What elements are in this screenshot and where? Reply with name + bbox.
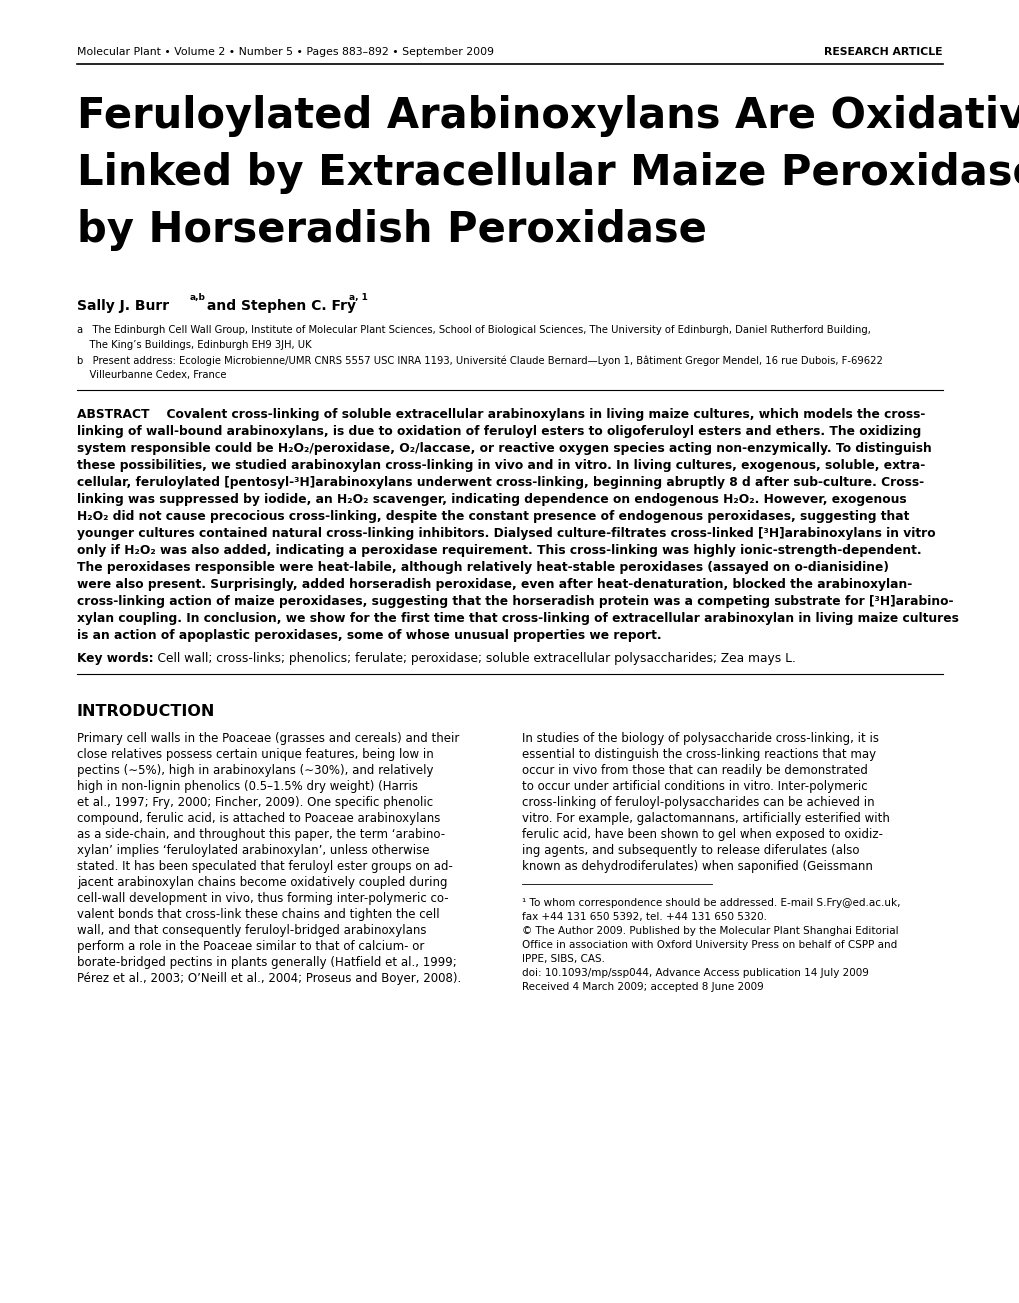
Text: a   The Edinburgh Cell Wall Group, Institute of Molecular Plant Sciences, School: a The Edinburgh Cell Wall Group, Institu… — [76, 324, 870, 335]
Text: jacent arabinoxylan chains become oxidatively coupled during: jacent arabinoxylan chains become oxidat… — [76, 876, 447, 889]
Text: cellular, feruloylated [pentosyl-³H]arabinoxylans underwent cross-linking, begin: cellular, feruloylated [pentosyl-³H]arab… — [76, 476, 923, 489]
Text: borate-bridged pectins in plants generally (Hatfield et al., 1999;: borate-bridged pectins in plants general… — [76, 956, 457, 969]
Text: Key words:: Key words: — [76, 652, 154, 665]
Text: IPPE, SIBS, CAS.: IPPE, SIBS, CAS. — [522, 954, 604, 964]
Text: stated. It has been speculated that feruloyl ester groups on ad-: stated. It has been speculated that feru… — [76, 860, 452, 873]
Text: close relatives possess certain unique features, being low in: close relatives possess certain unique f… — [76, 748, 433, 761]
Text: known as dehydrodiferulates) when saponified (Geissmann: known as dehydrodiferulates) when saponi… — [522, 860, 872, 873]
Text: INTRODUCTION: INTRODUCTION — [76, 704, 215, 719]
Text: is an action of apoplastic peroxidases, some of whose unusual properties we repo: is an action of apoplastic peroxidases, … — [76, 629, 661, 642]
Text: Feruloylated Arabinoxylans Are Oxidatively Cross-: Feruloylated Arabinoxylans Are Oxidative… — [76, 95, 1019, 137]
Text: fax +44 131 650 5392, tel. +44 131 650 5320.: fax +44 131 650 5392, tel. +44 131 650 5… — [522, 912, 766, 923]
Text: Office in association with Oxford University Press on behalf of CSPP and: Office in association with Oxford Univer… — [522, 939, 897, 950]
Text: ing agents, and subsequently to release diferulates (also: ing agents, and subsequently to release … — [522, 844, 859, 857]
Text: occur in vivo from those that can readily be demonstrated: occur in vivo from those that can readil… — [522, 764, 867, 777]
Text: H₂O₂ did not cause precocious cross-linking, despite the constant presence of en: H₂O₂ did not cause precocious cross-link… — [76, 509, 909, 523]
Text: valent bonds that cross-link these chains and tighten the cell: valent bonds that cross-link these chain… — [76, 908, 439, 921]
Text: ¹ To whom correspondence should be addressed. E-mail S.Fry@ed.ac.uk,: ¹ To whom correspondence should be addre… — [522, 898, 900, 908]
Text: Villeurbanne Cedex, France: Villeurbanne Cedex, France — [76, 370, 226, 380]
Text: et al., 1997; Fry, 2000; Fincher, 2009). One specific phenolic: et al., 1997; Fry, 2000; Fincher, 2009).… — [76, 796, 433, 809]
Text: cross-linking action of maize peroxidases, suggesting that the horseradish prote: cross-linking action of maize peroxidase… — [76, 595, 953, 609]
Text: © The Author 2009. Published by the Molecular Plant Shanghai Editorial: © The Author 2009. Published by the Mole… — [522, 926, 898, 936]
Text: ABSTRACT    Covalent cross-linking of soluble extracellular arabinoxylans in liv: ABSTRACT Covalent cross-linking of solub… — [76, 408, 924, 421]
Text: a,b: a,b — [190, 293, 206, 302]
Text: Primary cell walls in the Poaceae (grasses and cereals) and their: Primary cell walls in the Poaceae (grass… — [76, 732, 459, 745]
Text: younger cultures contained natural cross-linking inhibitors. Dialysed culture-fi: younger cultures contained natural cross… — [76, 526, 934, 539]
Text: Received 4 March 2009; accepted 8 June 2009: Received 4 March 2009; accepted 8 June 2… — [522, 982, 763, 992]
Text: cross-linking of feruloyl-polysaccharides can be achieved in: cross-linking of feruloyl-polysaccharide… — [522, 796, 873, 809]
Text: as a side-chain, and throughout this paper, the term ‘arabino-: as a side-chain, and throughout this pap… — [76, 827, 444, 840]
Text: vitro. For example, galactomannans, artificially esterified with: vitro. For example, galactomannans, arti… — [522, 812, 889, 825]
Text: In studies of the biology of polysaccharide cross-linking, it is: In studies of the biology of polysacchar… — [522, 732, 878, 745]
Text: RESEARCH ARTICLE: RESEARCH ARTICLE — [823, 47, 943, 57]
Text: only if H₂O₂ was also added, indicating a peroxidase requirement. This cross-lin: only if H₂O₂ was also added, indicating … — [76, 543, 921, 556]
Text: ferulic acid, have been shown to gel when exposed to oxidiz-: ferulic acid, have been shown to gel whe… — [522, 827, 882, 840]
Text: and Stephen C. Fry: and Stephen C. Fry — [202, 298, 356, 313]
Text: linking was suppressed by iodide, an H₂O₂ scavenger, indicating dependence on en: linking was suppressed by iodide, an H₂O… — [76, 493, 906, 506]
Text: Sally J. Burr: Sally J. Burr — [76, 298, 169, 313]
Text: were also present. Surprisingly, added horseradish peroxidase, even after heat-d: were also present. Surprisingly, added h… — [76, 579, 911, 592]
Text: xylan coupling. In conclusion, we show for the first time that cross-linking of : xylan coupling. In conclusion, we show f… — [76, 612, 958, 625]
Text: Pérez et al., 2003; O’Neill et al., 2004; Proseus and Boyer, 2008).: Pérez et al., 2003; O’Neill et al., 2004… — [76, 972, 461, 985]
Text: Linked by Extracellular Maize Peroxidase but Not: Linked by Extracellular Maize Peroxidase… — [76, 152, 1019, 194]
Text: to occur under artificial conditions in vitro. Inter-polymeric: to occur under artificial conditions in … — [522, 780, 867, 794]
Text: b   Present address: Ecologie Microbienne/UMR CNRS 5557 USC INRA 1193, Universit: b Present address: Ecologie Microbienne/… — [76, 354, 882, 366]
Text: system responsible could be H₂O₂/peroxidase, O₂/laccase, or reactive oxygen spec: system responsible could be H₂O₂/peroxid… — [76, 442, 930, 455]
Text: linking of wall-bound arabinoxylans, is due to oxidation of feruloyl esters to o: linking of wall-bound arabinoxylans, is … — [76, 425, 920, 438]
Text: compound, ferulic acid, is attached to Poaceae arabinoxylans: compound, ferulic acid, is attached to P… — [76, 812, 440, 825]
Text: doi: 10.1093/mp/ssp044, Advance Access publication 14 July 2009: doi: 10.1093/mp/ssp044, Advance Access p… — [522, 968, 868, 979]
Text: high in non-lignin phenolics (0.5–1.5% dry weight) (Harris: high in non-lignin phenolics (0.5–1.5% d… — [76, 780, 418, 794]
Text: by Horseradish Peroxidase: by Horseradish Peroxidase — [76, 208, 706, 251]
Text: xylan’ implies ‘feruloylated arabinoxylan’, unless otherwise: xylan’ implies ‘feruloylated arabinoxyla… — [76, 844, 429, 857]
Text: essential to distinguish the cross-linking reactions that may: essential to distinguish the cross-linki… — [522, 748, 875, 761]
Text: cell-wall development in vivo, thus forming inter-polymeric co-: cell-wall development in vivo, thus form… — [76, 893, 448, 906]
Text: a, 1: a, 1 — [348, 293, 368, 302]
Text: The peroxidases responsible were heat-labile, although relatively heat-stable pe: The peroxidases responsible were heat-la… — [76, 562, 888, 575]
Text: wall, and that consequently feruloyl-bridged arabinoxylans: wall, and that consequently feruloyl-bri… — [76, 924, 426, 937]
Text: Molecular Plant • Volume 2 • Number 5 • Pages 883–892 • September 2009: Molecular Plant • Volume 2 • Number 5 • … — [76, 47, 493, 57]
Text: perform a role in the Poaceae similar to that of calcium- or: perform a role in the Poaceae similar to… — [76, 939, 424, 952]
Text: The King’s Buildings, Edinburgh EH9 3JH, UK: The King’s Buildings, Edinburgh EH9 3JH,… — [76, 340, 312, 351]
Text: pectins (∼5%), high in arabinoxylans (∼30%), and relatively: pectins (∼5%), high in arabinoxylans (∼3… — [76, 764, 433, 777]
Text: these possibilities, we studied arabinoxylan cross-linking in vivo and in vitro.: these possibilities, we studied arabinox… — [76, 459, 924, 472]
Text: Cell wall; cross-links; phenolics; ferulate; peroxidase; soluble extracellular p: Cell wall; cross-links; phenolics; ferul… — [142, 652, 795, 665]
